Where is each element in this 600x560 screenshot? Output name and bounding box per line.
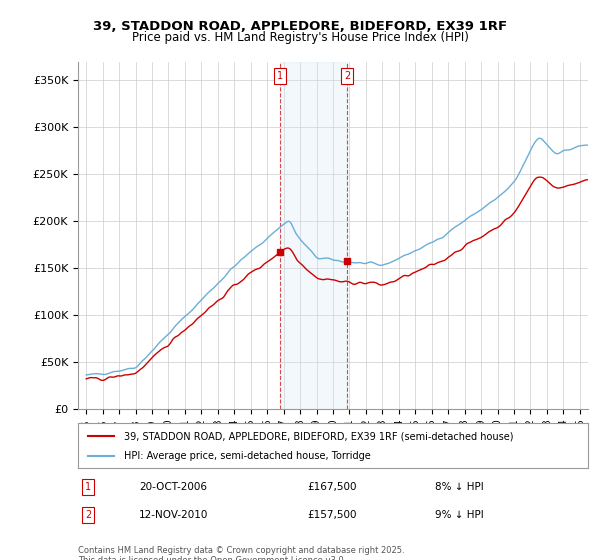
Bar xyxy=(280,62,347,409)
Text: 1: 1 xyxy=(85,482,91,492)
Text: 39, STADDON ROAD, APPLEDORE, BIDEFORD, EX39 1RF (semi-detached house): 39, STADDON ROAD, APPLEDORE, BIDEFORD, E… xyxy=(124,431,514,441)
Text: £167,500: £167,500 xyxy=(308,482,357,492)
Text: Price paid vs. HM Land Registry's House Price Index (HPI): Price paid vs. HM Land Registry's House … xyxy=(131,31,469,44)
Text: 2: 2 xyxy=(344,71,350,81)
Text: 12-NOV-2010: 12-NOV-2010 xyxy=(139,510,209,520)
Text: HPI: Average price, semi-detached house, Torridge: HPI: Average price, semi-detached house,… xyxy=(124,451,371,461)
Text: Contains HM Land Registry data © Crown copyright and database right 2025.
This d: Contains HM Land Registry data © Crown c… xyxy=(78,546,404,560)
Text: 39, STADDON ROAD, APPLEDORE, BIDEFORD, EX39 1RF: 39, STADDON ROAD, APPLEDORE, BIDEFORD, E… xyxy=(93,20,507,32)
Text: 8% ↓ HPI: 8% ↓ HPI xyxy=(435,482,484,492)
Text: 1: 1 xyxy=(277,71,283,81)
Text: £157,500: £157,500 xyxy=(308,510,357,520)
Text: 20-OCT-2006: 20-OCT-2006 xyxy=(139,482,207,492)
Text: 9% ↓ HPI: 9% ↓ HPI xyxy=(435,510,484,520)
Text: 2: 2 xyxy=(85,510,91,520)
